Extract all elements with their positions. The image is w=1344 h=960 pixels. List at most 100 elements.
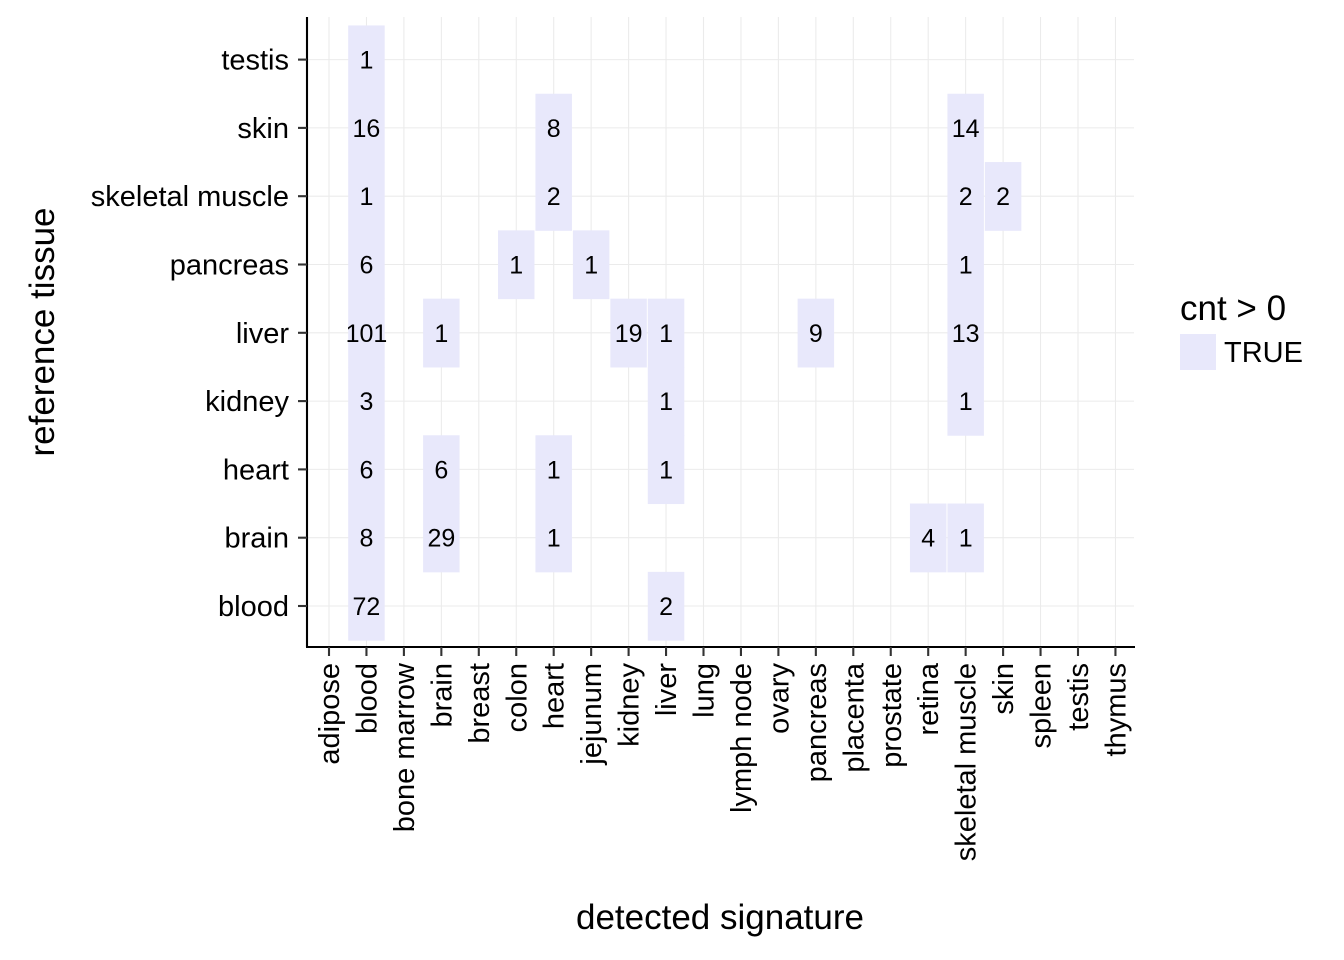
cell-value-label: 29	[427, 525, 455, 553]
cell-value-label: 1	[359, 183, 373, 211]
cell-value-label: 8	[547, 115, 561, 143]
cell-value-label: 16	[353, 115, 381, 143]
x-tick-label-blood: blood	[351, 663, 383, 734]
cell-value-label: 1	[659, 320, 673, 348]
x-tick-label-heart: heart	[539, 663, 571, 729]
cell-blood-blood	[348, 571, 385, 641]
cell-kidney-liver	[610, 298, 647, 368]
cell-jejunum-pancreas	[572, 230, 610, 300]
cell-blood-skin	[348, 93, 385, 163]
cell-heart-heart	[535, 435, 572, 505]
cell-value-label: 3	[359, 388, 373, 416]
cell-skin-skeletal-muscle	[984, 162, 1022, 231]
legend: cnt > 0 TRUE	[1180, 289, 1303, 370]
cell-value-label: 19	[615, 320, 643, 348]
cell-blood-skeletal-muscle	[348, 162, 385, 231]
cell-value-label: 1	[547, 525, 561, 553]
x-tick-label-prostate: prostate	[876, 663, 908, 768]
x-tick-label-kidney: kidney	[614, 663, 646, 747]
cell-value-label: 2	[959, 183, 973, 211]
x-tick-label-testis: testis	[1063, 663, 1095, 731]
cell-skeletal-muscle-brain	[947, 503, 984, 573]
cell-blood-brain	[348, 503, 385, 573]
y-tick-label-skin: skin	[237, 113, 289, 145]
cell-value-label: 72	[353, 593, 381, 621]
cell-heart-skin	[535, 93, 572, 163]
cell-brain-liver	[423, 298, 460, 368]
y-tick-label-pancreas: pancreas	[170, 250, 289, 282]
cell-value-label: 9	[809, 320, 823, 348]
cell-value-label: 6	[434, 456, 448, 484]
cell-blood-heart	[348, 435, 385, 505]
cell-heart-brain	[535, 503, 572, 573]
y-axis-ticks: blood brain heart kidney liver pancreas skelet…	[91, 45, 307, 623]
cell-pancreas-liver	[797, 298, 835, 368]
cell-liver-liver	[647, 298, 685, 368]
y-tick-label-brain: brain	[225, 523, 290, 555]
cell-value-label: 4	[921, 525, 935, 553]
x-tick-label-skin: skin	[988, 663, 1020, 715]
x-tick-label-jejunum: jejunum	[576, 663, 608, 766]
x-tick-label-liver: liver	[651, 663, 683, 717]
y-tick-label-blood: blood	[218, 591, 289, 623]
x-tick-label-adipose: adipose	[314, 663, 346, 765]
cell-liver-blood	[647, 571, 685, 641]
x-tick-label-spleen: spleen	[1026, 663, 1058, 748]
y-tick-label-skeletal-muscle: skeletal muscle	[91, 181, 289, 213]
cell-value-label: 2	[659, 593, 673, 621]
x-tick-label-lymph-node: lymph node	[726, 663, 758, 813]
cell-value-label: 1	[959, 525, 973, 553]
cell-value-label: 8	[359, 525, 373, 553]
heatmap-cells	[348, 25, 1022, 641]
legend-label-true: TRUE	[1224, 337, 1303, 369]
cell-colon-pancreas	[498, 230, 535, 300]
x-tick-label-breast: breast	[464, 663, 496, 744]
cell-value-label: 14	[952, 115, 980, 143]
cell-skeletal-muscle-kidney	[947, 366, 984, 436]
x-tick-label-lung: lung	[689, 663, 721, 718]
x-tick-label-bone-marrow: bone marrow	[389, 662, 421, 832]
cell-value-label: 6	[359, 456, 373, 484]
x-tick-label-colon: colon	[501, 663, 533, 732]
cell-brain-brain	[423, 503, 460, 573]
y-tick-label-liver: liver	[236, 318, 290, 350]
y-tick-label-testis: testis	[221, 45, 289, 77]
cell-value-label: 6	[359, 252, 373, 280]
cell-skeletal-muscle-skin	[947, 93, 984, 163]
x-tick-label-ovary: ovary	[763, 663, 795, 734]
cell-value-label: 1	[509, 252, 523, 280]
cell-value-label: 1	[659, 456, 673, 484]
x-tick-label-placenta: placenta	[838, 662, 870, 773]
cell-brain-heart	[423, 435, 460, 505]
cell-liver-heart	[647, 435, 685, 505]
x-axis-title: detected signature	[576, 898, 864, 937]
cell-value-label: 1	[547, 456, 561, 484]
cell-heart-skeletal-muscle	[535, 162, 572, 231]
cell-blood-testis	[348, 25, 385, 95]
cell-value-label: 101	[346, 320, 388, 348]
x-tick-label-skeletal-muscle: skeletal muscle	[951, 663, 983, 861]
cell-value-label: 1	[959, 252, 973, 280]
cell-value-label: 1	[659, 388, 673, 416]
y-tick-label-kidney: kidney	[205, 386, 289, 418]
legend-key-true	[1180, 334, 1216, 370]
cell-value-label: 1	[434, 320, 448, 348]
cell-blood-pancreas	[348, 230, 385, 300]
cell-value-label: 1	[584, 252, 598, 280]
cell-value-label: 13	[952, 320, 980, 348]
x-tick-label-thymus: thymus	[1100, 663, 1132, 756]
cell-blood-kidney	[348, 366, 385, 436]
cell-value-label: 1	[959, 388, 973, 416]
cell-value-label: 1	[359, 47, 373, 75]
cell-value-label: 2	[996, 183, 1010, 211]
cell-retina-brain	[909, 503, 947, 573]
x-axis-ticks: adipose blood bone marrow brain breast colon h…	[314, 647, 1132, 861]
cell-liver-kidney	[647, 366, 685, 436]
x-tick-label-brain: brain	[426, 663, 458, 728]
x-tick-label-retina: retina	[913, 662, 945, 735]
cell-skeletal-muscle-liver	[947, 298, 984, 368]
y-tick-label-heart: heart	[223, 454, 289, 486]
cell-skeletal-muscle-pancreas	[947, 230, 984, 300]
